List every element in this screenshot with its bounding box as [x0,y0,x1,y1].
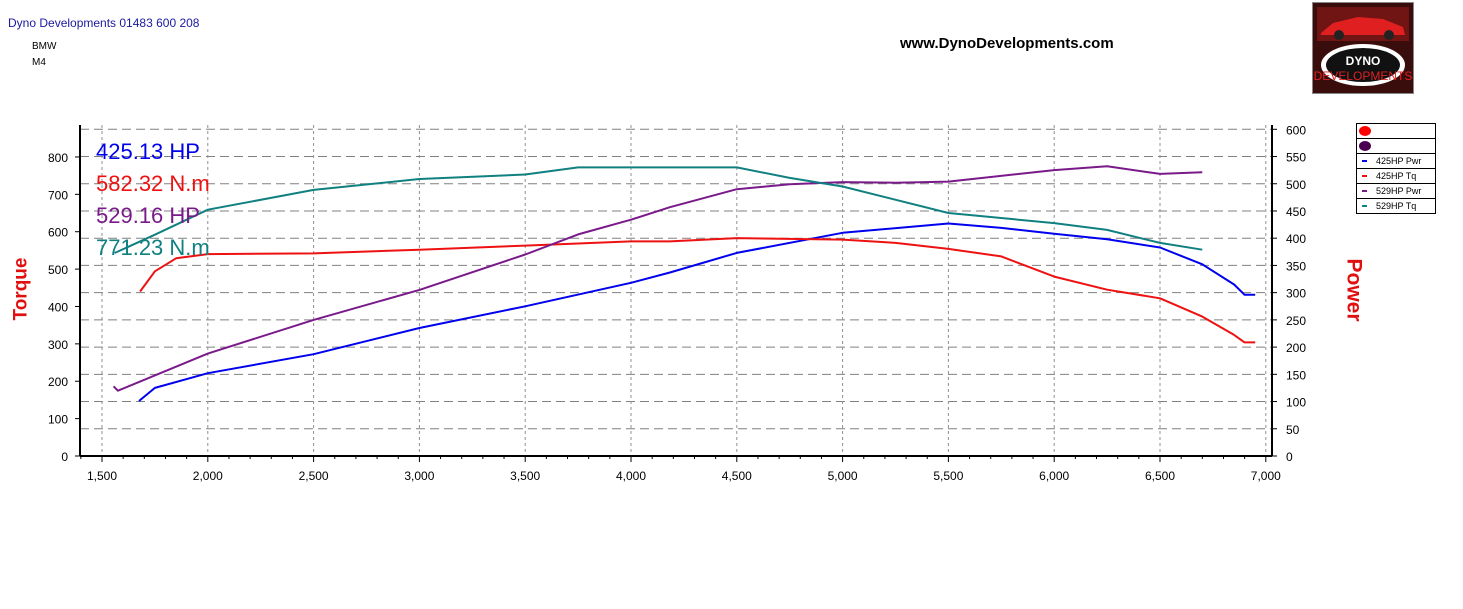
legend-item-425-power: 425HP Pwr [1357,154,1435,169]
x-tick-label: 6,000 [1039,469,1069,483]
line-swatch-icon [1362,190,1367,192]
y-right-tick-label: 400 [1286,232,1306,246]
website-url: www.DynoDevelopments.com [900,35,1114,52]
series-line-529hp-tq [114,166,1203,254]
x-tick-label: 4,000 [616,469,646,483]
y-right-tick-label: 50 [1286,423,1300,437]
y-left-tick-label: 500 [48,263,68,277]
purple-dot-icon [1359,141,1371,151]
y-left-tick-label: 700 [48,188,68,202]
y-right-tick-label: 550 [1286,151,1306,165]
line-swatch-icon [1362,205,1367,207]
y-right-tick-label: 500 [1286,178,1306,192]
y-right-tick-label: 600 [1286,123,1306,137]
legend-label: 425HP Pwr [1376,156,1422,166]
peak-label-529-torque: 771.23 N.m [96,235,210,260]
y-left-tick-label: 100 [48,413,68,427]
dyno-logo: DYNO DEVELOPMENTS [1312,2,1414,94]
series-line-425hp-pwr [138,222,1256,402]
legend-marker-row [1357,139,1435,154]
legend-marker-row [1357,124,1435,139]
y-right-tick-label: 250 [1286,314,1306,328]
y-right-tick-label: 350 [1286,259,1306,273]
x-tick-label: 6,500 [1145,469,1175,483]
legend-item-529-torque: 529HP Tq [1357,199,1435,213]
x-tick-label: 7,000 [1251,469,1281,483]
series-line-529hp-pwr [112,165,1203,392]
car-logo-icon: DYNO DEVELOPMENTS [1314,7,1413,86]
legend-item-529-power: 529HP Pwr [1357,184,1435,199]
y-axis-right-label: Power [1342,258,1366,322]
x-tick-label: 4,500 [722,469,752,483]
y-right-tick-label: 0 [1286,450,1293,464]
line-swatch-icon [1362,160,1367,162]
peak-label-425-torque: 582.32 N.m [96,171,210,196]
x-tick-label: 1,500 [87,469,117,483]
y-left-tick-label: 800 [48,151,68,165]
x-tick-label: 5,500 [933,469,963,483]
x-tick-label: 3,000 [404,469,434,483]
vehicle-make: BMW [32,41,57,52]
x-tick-label: 2,500 [299,469,329,483]
y-right-tick-label: 150 [1286,368,1306,382]
y-right-tick-label: 100 [1286,396,1306,410]
y-axis-left-label: Torque [10,257,32,321]
x-tick-label: 5,000 [828,469,858,483]
peak-label-529-power: 529.16 HP [96,203,200,228]
legend-label: 529HP Pwr [1376,186,1422,196]
company-name: Dyno Developments 01483 600 208 [8,16,200,30]
red-dot-icon [1359,126,1371,136]
logo-subtext: DEVELOPMENTS [1314,69,1413,83]
y-left-tick-label: 300 [48,338,68,352]
legend-label: 529HP Tq [1376,201,1417,211]
peak-label-425-power: 425.13 HP [96,139,200,164]
y-right-tick-label: 300 [1286,287,1306,301]
y-left-tick-label: 200 [48,375,68,389]
logo-text: DYNO [1346,54,1381,68]
legend-label: 425HP Tq [1376,171,1417,181]
y-left-tick-label: 600 [48,226,68,240]
x-tick-label: 2,000 [193,469,223,483]
y-right-tick-label: 200 [1286,341,1306,355]
line-swatch-icon [1362,175,1367,177]
y-left-tick-label: 0 [61,450,68,464]
vehicle-model: M4 [32,57,46,68]
legend: 425HP Pwr 425HP Tq 529HP Pwr 529HP Tq [1356,123,1436,214]
y-left-tick-label: 400 [48,300,68,314]
series-line-425hp-tq [139,237,1256,344]
x-tick-label: 3,500 [510,469,540,483]
y-right-tick-label: 450 [1286,205,1306,219]
legend-item-425-torque: 425HP Tq [1357,169,1435,184]
